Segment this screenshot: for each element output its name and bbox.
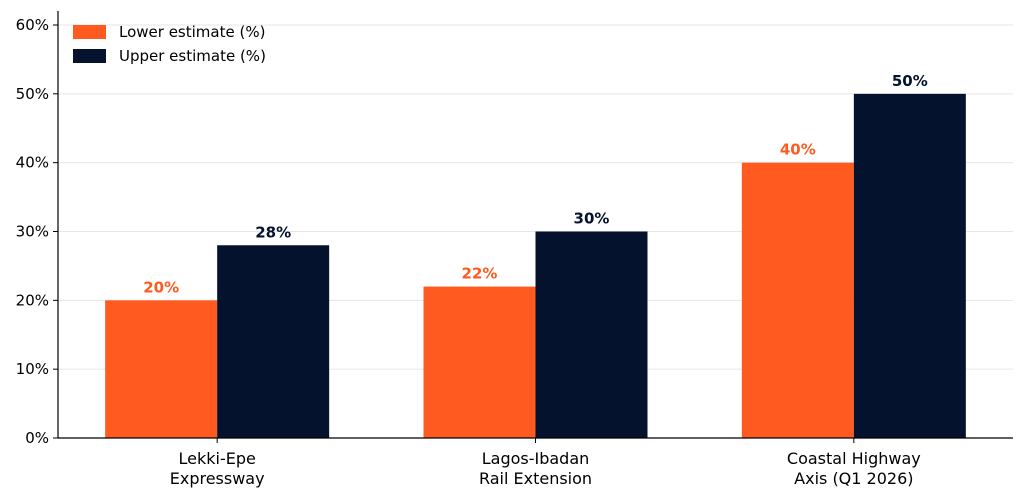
- y-tick-label: 20%: [16, 291, 49, 309]
- y-tick-label: 50%: [16, 85, 49, 103]
- y-tick-label: 40%: [16, 154, 49, 172]
- bar: [217, 245, 330, 438]
- bar: [535, 231, 648, 438]
- bar-value-label: 50%: [892, 72, 928, 90]
- legend-label: Lower estimate (%): [119, 23, 265, 41]
- y-tick-label: 60%: [16, 16, 49, 34]
- bar-value-label: 22%: [462, 265, 498, 283]
- x-tick-label: Lagos-Ibadan: [482, 449, 590, 468]
- bar-value-label: 28%: [255, 223, 291, 241]
- bar-value-label: 30%: [574, 210, 610, 228]
- bar-value-label: 20%: [143, 278, 179, 296]
- legend: Lower estimate (%) Upper estimate (%): [73, 23, 266, 65]
- x-tick-label: Rail Extension: [479, 469, 592, 488]
- y-tick-label: 10%: [16, 360, 49, 378]
- x-tick-label: Axis (Q1 2026): [794, 469, 913, 488]
- bar: [741, 162, 854, 438]
- x-tick-label: Expressway: [170, 469, 265, 488]
- bar: [423, 286, 536, 438]
- legend-label: Upper estimate (%): [119, 47, 266, 65]
- x-tick-label: Coastal Highway: [787, 449, 921, 468]
- bar-value-label: 40%: [780, 141, 816, 159]
- legend-swatch: [73, 25, 106, 39]
- x-tick-label: Lekki-Epe: [178, 449, 255, 468]
- bar: [853, 93, 966, 438]
- bars: [105, 93, 966, 438]
- y-tick-label: 0%: [25, 429, 49, 447]
- y-tick-label: 30%: [16, 223, 49, 241]
- legend-swatch: [73, 49, 106, 63]
- bar: [105, 300, 218, 438]
- data-labels: 20% 28% 22% 30% 40% 50%: [143, 72, 928, 297]
